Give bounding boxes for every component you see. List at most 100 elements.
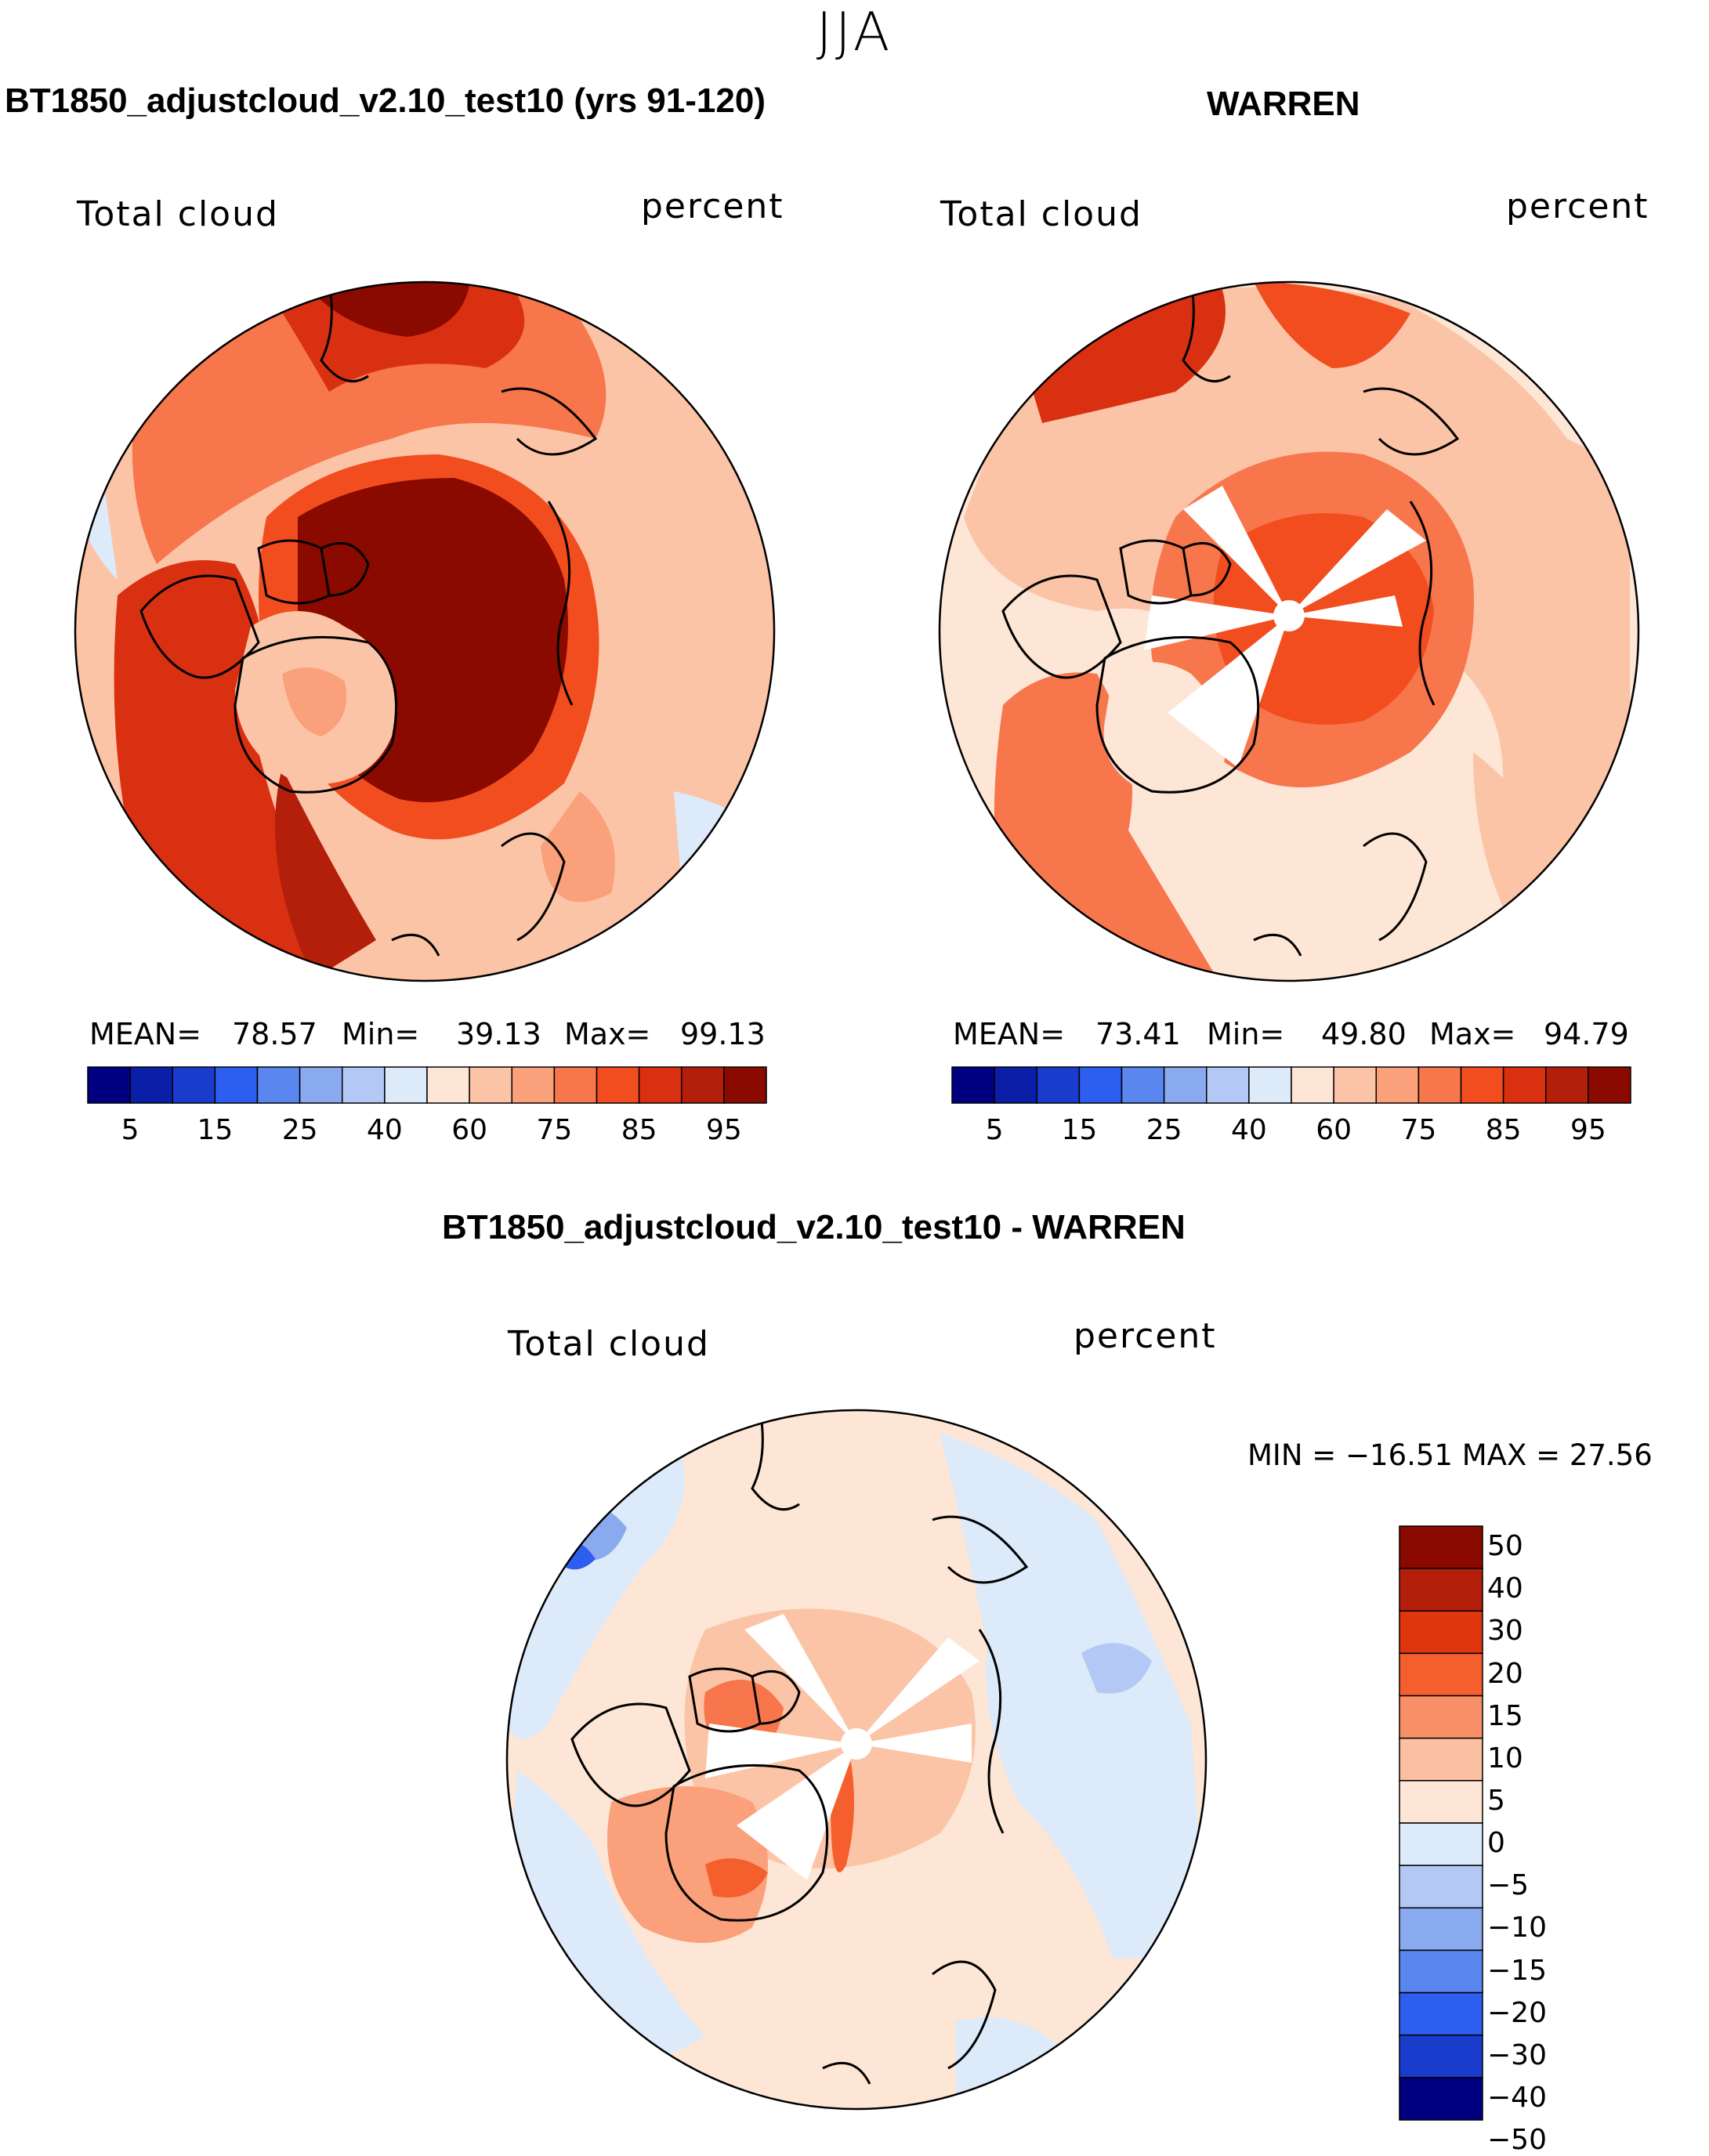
diff-colorbar-tick: −40 [1487, 2081, 1547, 2114]
diff-variable-label: Total cloud [508, 1324, 710, 1364]
model-colorbar-tick: 15 [197, 1114, 234, 1146]
obs-min-value: 49.80 [1321, 1017, 1407, 1051]
obs-colorbar-tick: 25 [1146, 1114, 1182, 1146]
diff-colorbar-swatch [1399, 1695, 1483, 1739]
obs-colorbar [951, 1066, 1631, 1104]
model-colorbar-swatch [723, 1066, 767, 1104]
diff-units-label: percent [1074, 1316, 1217, 1356]
diff-colorbar-swatch [1399, 1907, 1483, 1952]
diff-colorbar-swatch [1399, 2034, 1483, 2078]
obs-colorbar-swatch [1206, 1066, 1250, 1104]
diff-colorbar-tick: −10 [1487, 1912, 1547, 1944]
model-mean-value: 78.57 [232, 1017, 317, 1051]
diff-colorbar-tick: 0 [1487, 1827, 1505, 1860]
obs-max-value: 94.79 [1544, 1017, 1629, 1051]
obs-colorbar-tick: 85 [1485, 1114, 1522, 1146]
diff-colorbar-tick: 50 [1487, 1530, 1523, 1563]
obs-mean-label: MEAN= [953, 1017, 1066, 1051]
diff-colorbar-tick: 40 [1487, 1572, 1523, 1605]
obs-max-label: Max= [1429, 1017, 1516, 1051]
diff-colorbar-swatch [1399, 1610, 1483, 1655]
obs-colorbar-tick: 5 [985, 1114, 1004, 1146]
diff-colorbar [1399, 1525, 1483, 2121]
obs-colorbar-swatch [1588, 1066, 1631, 1104]
diff-colorbar-swatch [1399, 1822, 1483, 1866]
diff-colorbar-tick: 30 [1487, 1615, 1523, 1648]
model-colorbar-swatch [299, 1066, 343, 1104]
model-cloud-field [75, 282, 774, 981]
model-colorbar-swatch [638, 1066, 683, 1104]
diff-colorbar-swatch [1399, 1991, 1483, 2036]
diff-colorbar-swatch [1399, 1949, 1483, 1994]
obs-units-label: percent [1506, 186, 1649, 226]
obs-colorbar-swatch [1502, 1066, 1547, 1104]
model-colorbar-tick: 75 [536, 1114, 573, 1146]
model-colorbar-swatch [87, 1066, 131, 1104]
obs-colorbar-swatch [1291, 1066, 1334, 1104]
obs-colorbar-swatch [1375, 1066, 1420, 1104]
diff-colorbar-swatch [1399, 1865, 1483, 1909]
model-colorbar-swatch [129, 1066, 173, 1104]
model-colorbar-swatch [256, 1066, 301, 1104]
model-colorbar-swatch [681, 1066, 725, 1104]
model-colorbar-swatch [553, 1066, 598, 1104]
diff-colorbar-swatch [1399, 1525, 1483, 1569]
diff-colorbar-tick: −5 [1487, 1869, 1530, 1902]
model-min-value: 39.13 [456, 1017, 541, 1051]
model-max-value: 99.13 [680, 1017, 766, 1051]
model-colorbar-tick: 40 [366, 1114, 403, 1146]
obs-colorbar-tick: 95 [1570, 1114, 1606, 1146]
obs-colorbar-swatch [1036, 1066, 1081, 1104]
model-colorbar-swatch [214, 1066, 259, 1104]
obs-colorbar-swatch [1163, 1066, 1208, 1104]
model-colorbar-swatch [172, 1066, 216, 1104]
model-colorbar-tick: 5 [121, 1114, 139, 1146]
model-min-label: Min= [342, 1017, 420, 1051]
obs-colorbar-tick: 15 [1061, 1114, 1098, 1146]
model-variable-label: Total cloud [77, 194, 279, 234]
model-colorbar-swatch [596, 1066, 640, 1104]
model-max-label: Max= [564, 1017, 651, 1051]
diff-colorbar-swatch [1399, 1737, 1483, 1782]
diff-colorbar-swatch [1399, 1568, 1483, 1612]
obs-colorbar-swatch [1460, 1066, 1504, 1104]
model-units-label: percent [641, 186, 784, 226]
obs-panel-title: WARREN [1207, 85, 1360, 123]
season-title: JJA [816, 2, 893, 63]
model-colorbar-swatch [511, 1066, 556, 1104]
diff-colorbar-swatch [1399, 2077, 1483, 2121]
diff-colorbar-tick: −30 [1487, 2038, 1547, 2071]
diff-colorbar-swatch [1399, 1652, 1483, 1697]
model-colorbar [87, 1066, 767, 1104]
obs-colorbar-swatch [994, 1066, 1037, 1104]
diff-colorbar-tick: −20 [1487, 1996, 1547, 2029]
model-colorbar-swatch [426, 1066, 470, 1104]
obs-colorbar-swatch [1078, 1066, 1123, 1104]
diff-colorbar-tick: 15 [1487, 1699, 1523, 1732]
model-mean-label: MEAN= [89, 1017, 202, 1051]
obs-colorbar-swatch [1545, 1066, 1589, 1104]
obs-variable-label: Total cloud [940, 194, 1142, 234]
model-colorbar-swatch [469, 1066, 512, 1104]
model-colorbar-swatch [384, 1066, 428, 1104]
obs-colorbar-swatch [1121, 1066, 1165, 1104]
diff-colorbar-tick: 20 [1487, 1657, 1523, 1690]
obs-colorbar-swatch [951, 1066, 995, 1104]
model-colorbar-tick: 85 [621, 1114, 657, 1146]
model-colorbar-swatch [342, 1066, 386, 1104]
obs-min-label: Min= [1207, 1017, 1285, 1051]
diff-coastlines [570, 1410, 1029, 2085]
diff-panel-title: BT1850_adjustcloud_v2.10_test10 - WARREN [442, 1208, 1186, 1246]
diff-colorbar-tick: 5 [1487, 1784, 1505, 1817]
diff-colorbar-tick: 10 [1487, 1742, 1523, 1774]
model-colorbar-tick: 60 [451, 1114, 488, 1146]
obs-colorbar-swatch [1333, 1066, 1377, 1104]
model-colorbar-tick: 25 [281, 1114, 318, 1146]
diff-colorbar-tick: −50 [1487, 2124, 1547, 2156]
obs-cloud-field [940, 282, 1638, 981]
obs-colorbar-tick: 40 [1230, 1114, 1267, 1146]
obs-coastlines [1001, 282, 1460, 957]
diff-min-max: MIN = −16.51 MAX = 27.56 [1247, 1438, 1653, 1472]
obs-colorbar-tick: 60 [1316, 1114, 1352, 1146]
model-colorbar-tick: 95 [705, 1114, 742, 1146]
